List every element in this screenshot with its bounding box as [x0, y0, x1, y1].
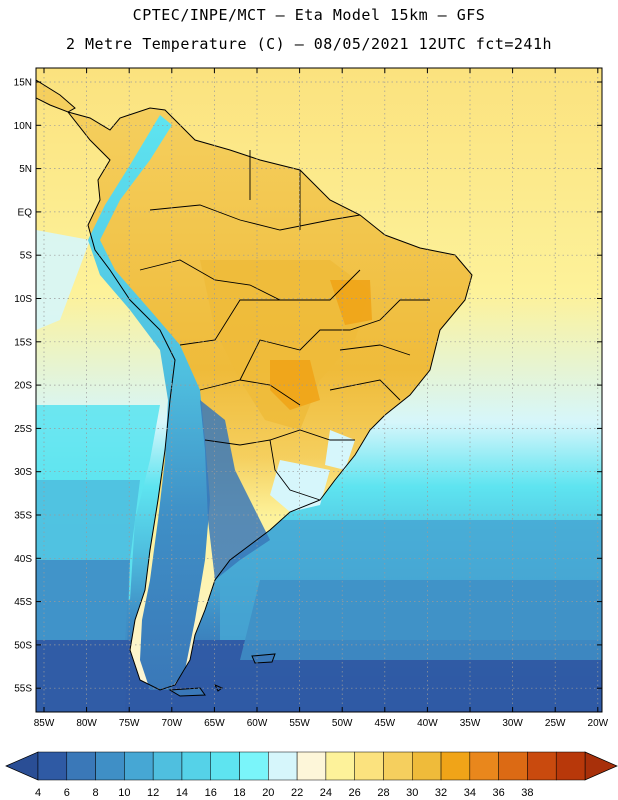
colorbar: 4 6 8 10 12 14 16 18 20 22 24 26 28 30 32 34 36 38 [5, 751, 618, 799]
graticule [36, 68, 602, 712]
colorbar-label: 20 [262, 787, 274, 799]
colorbar-swatch [498, 751, 528, 781]
colorbar-swatch [95, 751, 125, 781]
lon-label: 70W [162, 718, 183, 729]
lon-label: 45W [375, 718, 396, 729]
lat-label: EQ [18, 207, 33, 218]
map-area [36, 68, 602, 712]
colorbar-swatch [383, 751, 413, 781]
lat-label: 10N [14, 121, 32, 132]
lat-label: 45S [14, 597, 32, 608]
colorbar-swatch [268, 751, 298, 781]
colorbar-label: 14 [176, 787, 188, 799]
lon-label: 35W [460, 718, 481, 729]
lat-label: 15S [14, 337, 32, 348]
colorbar-label: 12 [147, 787, 159, 799]
latitude-axis: 15N 10N 5N EQ 5S 10S 15S 20S 25S 30S 35S 40S 45S 50S 5… [14, 78, 602, 695]
colorbar-swatch [37, 751, 68, 781]
andes-cold-strip [88, 115, 210, 690]
lat-label: 35S [14, 511, 32, 522]
colorbar-label: 24 [320, 787, 332, 799]
colorbar-swatch [66, 751, 96, 781]
lat-label: 40S [14, 554, 32, 565]
country-borders [139, 150, 430, 501]
colorbar-label: 28 [377, 787, 389, 799]
lat-label: 15N [14, 78, 32, 89]
colorbar-label: 34 [464, 787, 476, 799]
lat-label: 50S [14, 640, 32, 651]
colorbar-label: 8 [93, 787, 99, 799]
map-title-line-1: CPTEC/INPE/MCT – Eta Model 15km – GFS [132, 6, 486, 24]
lat-label: 25S [14, 424, 32, 435]
colorbar-swatch [469, 751, 499, 781]
lat-label: 5N [19, 164, 32, 175]
lat-label: 10S [14, 294, 32, 305]
colorbar-right-arrow [584, 751, 618, 781]
colorbar-label: 26 [349, 787, 361, 799]
colorbar-label: 32 [435, 787, 447, 799]
colorbar-swatch [296, 751, 327, 781]
lon-label: 75W [119, 718, 140, 729]
colorbar-label: 16 [205, 787, 217, 799]
colorbar-label: 36 [493, 787, 505, 799]
colorbar-swatch [181, 751, 211, 781]
colorbar-swatch [555, 751, 586, 781]
colorbar-swatch [210, 751, 240, 781]
colorbar-left-arrow [5, 751, 39, 781]
colorbar-label: 30 [406, 787, 418, 799]
colorbar-swatch [325, 751, 355, 781]
longitude-axis: 85W 80W 75W 70W 65W 60W 55W 50W 45W 40W 35W 30W 25W 2… [34, 68, 609, 729]
colorbar-label: 38 [521, 787, 533, 799]
colorbar-label: 4 [35, 787, 41, 799]
lon-label: 50W [332, 718, 353, 729]
colorbar-swatch [527, 751, 557, 781]
colorbar-swatch [152, 751, 183, 781]
colorbar-swatch [440, 751, 471, 781]
map-frame [35, 67, 603, 713]
lat-label: 30S [14, 467, 32, 478]
colorbar-swatch [354, 751, 384, 781]
lat-label: 55S [14, 684, 32, 695]
lon-label: 60W [247, 718, 268, 729]
lon-label: 30W [502, 718, 523, 729]
colorbar-label: 22 [291, 787, 303, 799]
lon-label: 25W [545, 718, 566, 729]
colorbar-label: 6 [64, 787, 70, 799]
colorbar-swatch [239, 751, 269, 781]
map-title-line-2: 2 Metre Temperature (C) – 08/05/2021 12U… [65, 35, 553, 53]
colorbar-label: 18 [233, 787, 245, 799]
lat-label: 20S [14, 381, 32, 392]
lon-label: 80W [76, 718, 97, 729]
lon-label: 85W [34, 718, 55, 729]
lon-label: 40W [417, 718, 438, 729]
lat-label: 5S [20, 251, 33, 262]
colorbar-label: 10 [118, 787, 130, 799]
lon-label: 20W [588, 718, 609, 729]
lon-label: 65W [204, 718, 225, 729]
colorbar-swatch [412, 751, 442, 781]
colorbar-swatch [124, 751, 154, 781]
lon-label: 55W [289, 718, 310, 729]
